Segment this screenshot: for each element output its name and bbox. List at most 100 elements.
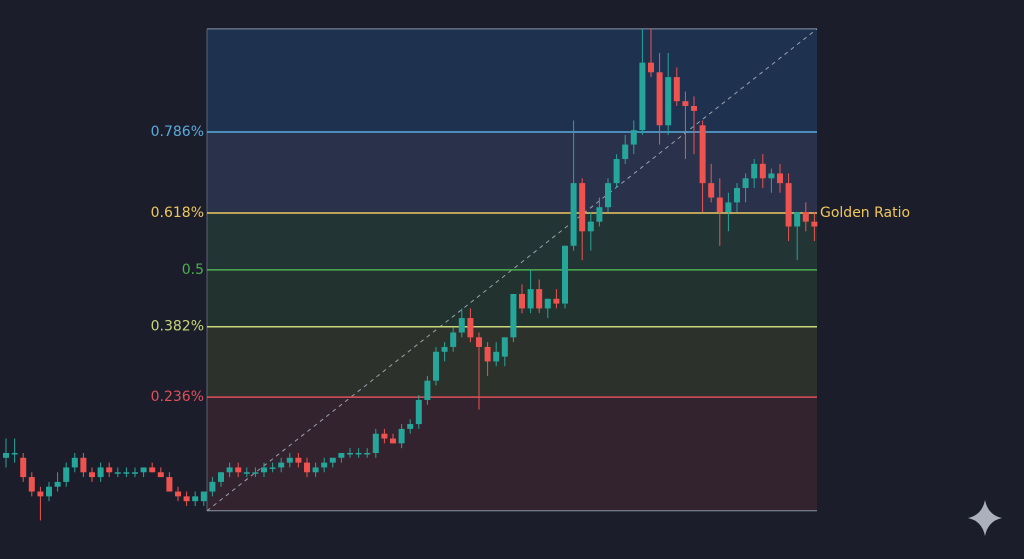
candle-body xyxy=(269,467,276,469)
candle-body xyxy=(759,163,766,179)
fib-band xyxy=(207,212,817,270)
candle-body xyxy=(570,183,577,246)
candle-body xyxy=(149,467,156,473)
candle-body xyxy=(97,467,104,478)
candle-body xyxy=(347,452,353,455)
candle-body xyxy=(587,221,594,232)
candle-body xyxy=(441,346,448,352)
candle-body xyxy=(716,197,723,213)
candle-body xyxy=(648,62,654,73)
candle-body xyxy=(639,62,646,131)
candle-body xyxy=(699,125,706,184)
candle-body xyxy=(510,293,517,338)
candle-body xyxy=(811,221,818,227)
candle-body xyxy=(613,159,620,184)
labels: 0.786% 0.618% 0.5 0.382% 0.236% Golden Ratio xyxy=(151,124,910,405)
candle-body xyxy=(527,289,534,309)
candle-body xyxy=(785,183,792,227)
candle-body xyxy=(355,452,362,455)
fib-band xyxy=(207,28,817,133)
candles xyxy=(3,28,818,521)
candle-body xyxy=(183,496,190,502)
candle-body xyxy=(218,472,224,482)
candle-body xyxy=(80,457,87,473)
candle-body xyxy=(46,486,52,497)
candle-body xyxy=(295,457,302,463)
candle-body xyxy=(37,491,44,497)
candle-body xyxy=(312,467,319,473)
fib-band xyxy=(207,132,817,213)
candle-body xyxy=(261,467,267,473)
candle-body xyxy=(691,106,697,111)
candle-body xyxy=(476,337,482,347)
candle-body xyxy=(725,202,732,213)
fib-label: 0.786% xyxy=(151,124,204,140)
candle-body xyxy=(252,472,259,474)
candle-body xyxy=(407,424,414,429)
candle-body xyxy=(140,467,147,473)
annotation: Golden Ratio xyxy=(820,205,910,221)
candle-body xyxy=(768,173,775,179)
candle-body xyxy=(398,428,405,444)
candle-body xyxy=(777,173,783,184)
candle-body xyxy=(54,481,61,487)
candle-body xyxy=(673,77,680,102)
candle-body xyxy=(372,433,379,453)
candle-body xyxy=(802,212,809,222)
fib-band xyxy=(207,326,817,398)
fib-label: 0.5 xyxy=(182,262,204,278)
candle-body xyxy=(278,462,285,468)
candle-body xyxy=(579,183,586,232)
candle-body xyxy=(630,130,637,145)
candle-body xyxy=(28,477,35,492)
candle-body xyxy=(519,293,525,309)
candle-body xyxy=(458,318,465,333)
candle-body xyxy=(226,467,233,473)
candle-body xyxy=(123,472,130,474)
candle-body xyxy=(656,72,663,126)
trend-line xyxy=(206,28,818,512)
candle-body xyxy=(329,457,336,463)
candle-body xyxy=(321,462,328,468)
fib-label: 0.236% xyxy=(151,389,204,405)
candle-body xyxy=(553,298,560,304)
candle-body xyxy=(192,496,199,502)
candle-body xyxy=(665,77,672,126)
candle-body xyxy=(596,207,603,222)
sparkle-icon xyxy=(968,500,1002,536)
candle-body xyxy=(450,332,457,347)
candle-body xyxy=(235,467,242,473)
candle-body xyxy=(493,351,500,362)
candle-body xyxy=(243,472,250,474)
candle-body xyxy=(63,467,70,482)
candle-body xyxy=(734,187,740,203)
candle-body xyxy=(484,346,491,362)
candle-body xyxy=(544,298,551,309)
candle-body xyxy=(622,144,629,160)
candle-body xyxy=(742,178,749,188)
candle-body xyxy=(433,351,439,381)
candle-body xyxy=(132,472,138,474)
candle-body xyxy=(390,438,396,444)
candle-body xyxy=(200,491,207,502)
fib-label: 0.382% xyxy=(151,319,204,335)
fib-label: 0.618% xyxy=(151,205,204,221)
candle-body xyxy=(106,467,113,473)
candle-body xyxy=(11,452,18,455)
candle-body xyxy=(415,399,422,425)
candle-body xyxy=(794,212,801,227)
candle-body xyxy=(20,457,27,478)
candle-body xyxy=(89,472,95,478)
candle-body xyxy=(708,183,715,198)
candle-body xyxy=(3,452,9,458)
candle-body xyxy=(175,491,181,497)
candle-body xyxy=(536,289,543,309)
candle-body xyxy=(338,452,345,458)
candle-body xyxy=(467,318,474,338)
candle-body xyxy=(166,477,173,492)
candle-body xyxy=(605,183,611,208)
candle-body xyxy=(286,457,293,463)
candle-body xyxy=(71,457,78,468)
